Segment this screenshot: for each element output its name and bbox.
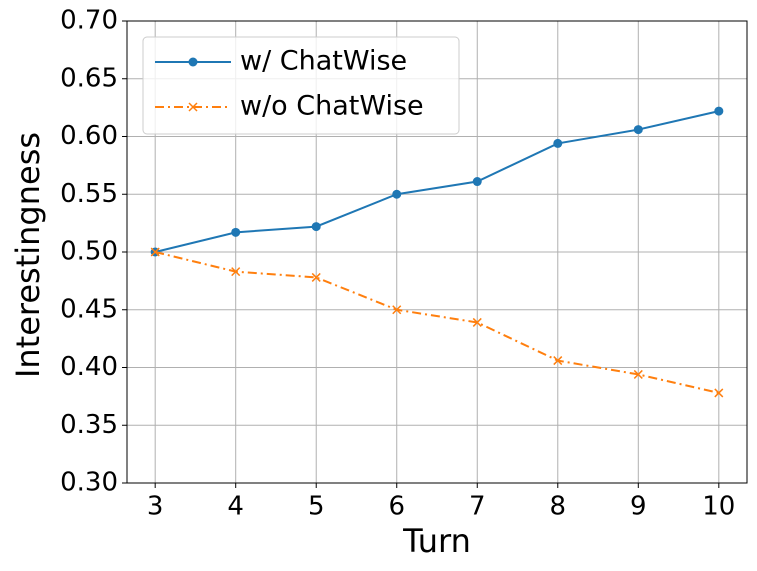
x-tick-label: 6 [388,492,405,522]
point [150,247,160,257]
y-tick-label: 0.30 [60,468,118,498]
x-tick-label: 4 [227,492,244,522]
point [311,272,321,282]
legend-marker [188,102,198,112]
point [231,227,241,237]
plot-frame [126,20,748,484]
y-tick-label: 0.45 [60,294,118,324]
y-tick-label: 0.60 [60,121,118,151]
point [714,106,724,116]
x-tick-label: 3 [147,492,164,522]
point [311,222,321,232]
x-tick-label: 9 [630,492,647,522]
point [633,125,643,135]
x-tick-label: 8 [550,492,567,522]
y-tick-label: 0.50 [60,237,118,267]
legend-label: w/o ChatWise [240,91,424,122]
legend-marker [188,57,198,67]
x-tick-label: 5 [308,492,325,522]
point [553,356,563,366]
x-axis-label: Turn [402,522,471,560]
point [472,177,482,187]
point [553,138,563,148]
y-axis-label: Interestingness [9,132,47,378]
legend-label: w/ ChatWise [240,46,407,77]
point [714,388,724,398]
point [392,305,402,315]
point [392,189,402,199]
x-tick-label: 7 [469,492,486,522]
y-tick-label: 0.65 [60,63,118,93]
point [231,267,241,277]
y-tick-label: 0.55 [60,179,118,209]
point [633,369,643,379]
y-tick-label: 0.35 [60,410,118,440]
point [472,317,482,327]
series-line [154,251,720,394]
y-tick-label: 0.40 [60,352,118,382]
series-line [154,110,720,253]
y-tick-label: 0.70 [60,6,118,36]
x-tick-label: 10 [702,492,735,522]
